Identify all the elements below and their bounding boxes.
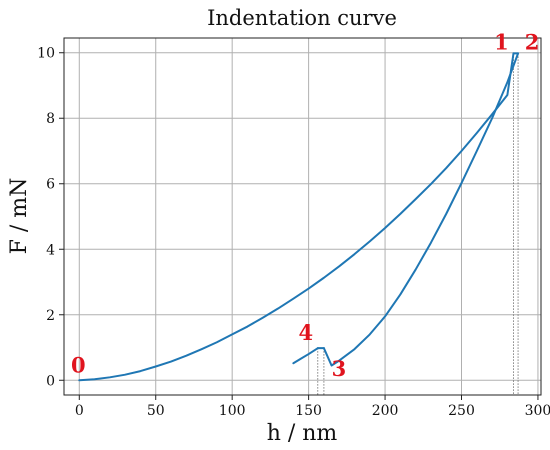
x-tick-label: 50 xyxy=(147,403,165,419)
plot-frame xyxy=(63,37,542,396)
chart-title: Indentation curve xyxy=(207,6,397,30)
x-tick-label: 100 xyxy=(219,403,246,419)
point-label-2: 2 xyxy=(525,29,540,54)
point-labels: 0 1 2 34 xyxy=(71,29,539,381)
point-label-4: 4 xyxy=(298,320,313,345)
y-tick-label: 2 xyxy=(46,308,55,324)
grid xyxy=(64,38,541,395)
series-line-unloading xyxy=(322,52,520,367)
point-label-0: 0 xyxy=(71,352,86,377)
y-tick-label: 8 xyxy=(46,111,55,127)
point-label-3: 3 xyxy=(332,356,347,381)
y-tick-label: 0 xyxy=(46,373,55,389)
y-axis-label: F / mN xyxy=(7,178,32,255)
point-label-1: 1 xyxy=(494,29,509,54)
x-tick-label: 250 xyxy=(448,403,475,419)
x-axis-ticks: 0 50 100 150 200 250 300 xyxy=(75,395,550,419)
x-tick-label: 0 xyxy=(75,403,84,419)
y-tick-label: 10 xyxy=(37,46,55,62)
annotation-guides xyxy=(317,53,519,395)
y-tick-label: 6 xyxy=(46,177,55,193)
series-line-tail xyxy=(292,347,319,365)
y-axis-ticks: 0 2 4 6 8 10 xyxy=(37,46,64,389)
x-tick-label: 300 xyxy=(525,403,550,419)
series-line-loading xyxy=(78,52,515,382)
x-axis-label: h / nm xyxy=(267,421,338,446)
y-tick-label: 4 xyxy=(46,242,55,258)
x-tick-label: 200 xyxy=(372,403,399,419)
x-tick-label: 150 xyxy=(295,403,322,419)
series-group xyxy=(78,52,520,382)
